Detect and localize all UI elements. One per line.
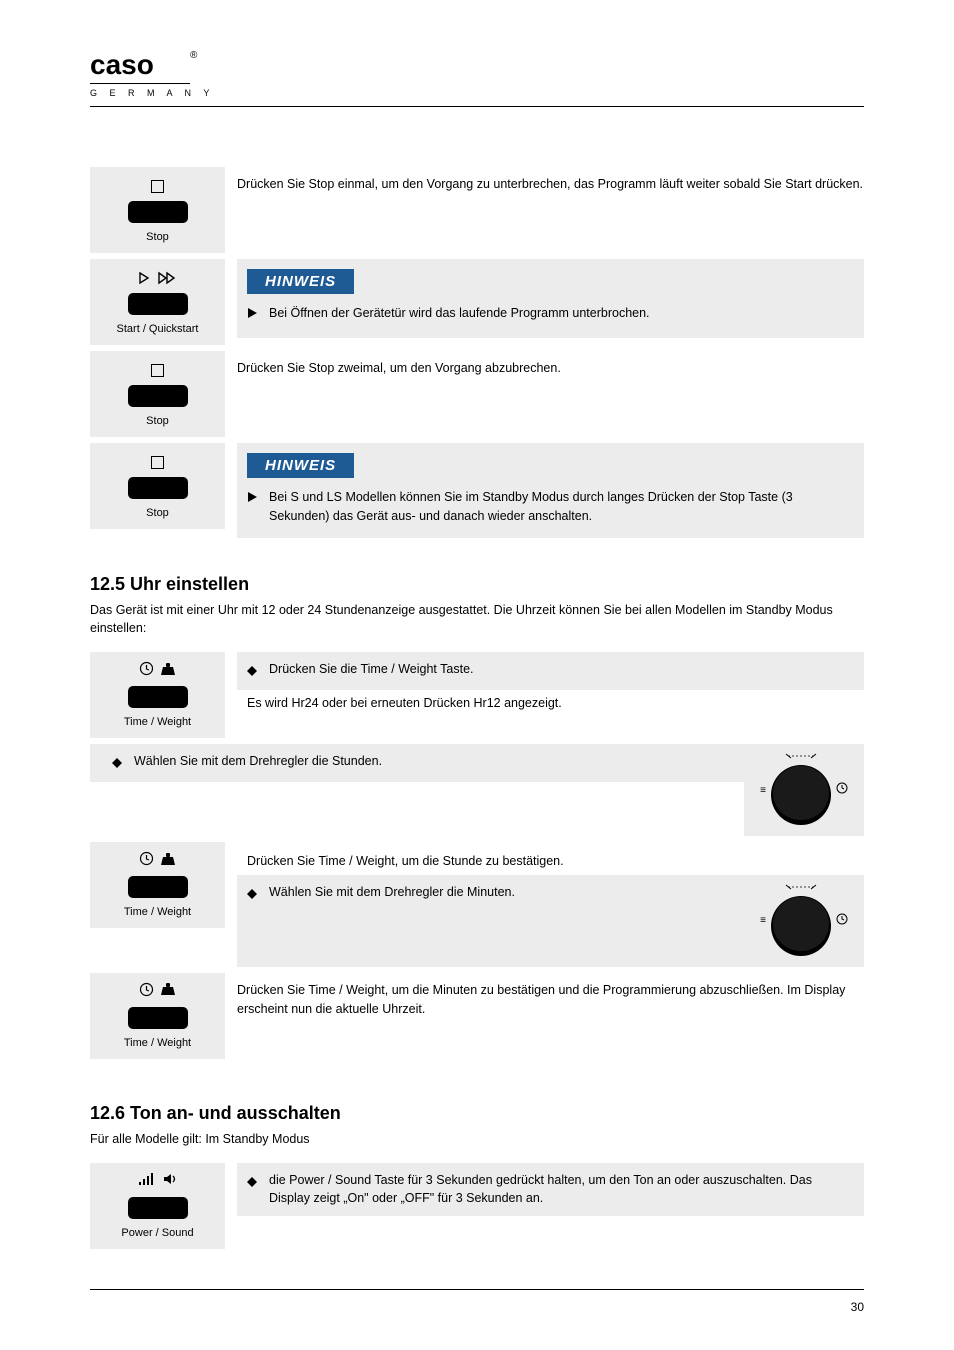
start-button[interactable] bbox=[128, 293, 188, 315]
logo-wordmark: caso ® bbox=[90, 50, 864, 85]
clock-icon bbox=[139, 982, 154, 1002]
play-icon bbox=[138, 271, 152, 285]
rotary-knob-icon[interactable] bbox=[766, 881, 836, 961]
stop-button[interactable] bbox=[128, 385, 188, 407]
clock-small-icon bbox=[836, 781, 848, 799]
logo-subtext: G E R M A N Y bbox=[90, 88, 864, 98]
hinweis-block-1: HINWEIS Bei Öffnen der Gerätetür wird da… bbox=[237, 259, 864, 338]
content: Stop Drücken Sie Stop einmal, um den Vor… bbox=[90, 167, 864, 1249]
stop-label: Stop bbox=[90, 507, 225, 519]
header-rule bbox=[90, 106, 864, 107]
hinweis-block-2: HINWEIS Bei S und LS Modellen können Sie… bbox=[237, 443, 864, 538]
clock-step-4: Wählen Sie mit dem Drehregler die Minute… bbox=[237, 875, 744, 967]
stop-control-2: Stop bbox=[90, 351, 225, 437]
row-start: Start / Quickstart HINWEIS Bei Öffnen de… bbox=[90, 259, 864, 345]
page-number: 30 bbox=[851, 1300, 864, 1314]
clock-row-1: Time / Weight Drücken Sie die Time / Wei… bbox=[90, 652, 864, 738]
clock-icon bbox=[139, 851, 154, 871]
stop-control: Stop bbox=[90, 167, 225, 253]
timeweight-control: Time / Weight bbox=[90, 652, 225, 738]
stop-control-3: Stop bbox=[90, 443, 225, 529]
row-stop-2: Stop Drücken Sie Stop zweimal, um den Vo… bbox=[90, 351, 864, 437]
clock-small-icon bbox=[836, 912, 848, 930]
timeweight-button[interactable] bbox=[128, 686, 188, 708]
timeweight-control-3: Time / Weight bbox=[90, 973, 225, 1059]
weight-icon bbox=[160, 982, 176, 1001]
clock-step-5: Drücken Sie Time / Weight, um die Minute… bbox=[237, 981, 864, 1019]
powersound-label: Power / Sound bbox=[90, 1227, 225, 1239]
step-text-2: Drücken Sie Stop zweimal, um den Vorgang… bbox=[237, 359, 864, 378]
weight-icon bbox=[160, 662, 176, 681]
hinweis-text-1: Bei Öffnen der Gerätetür wird das laufen… bbox=[269, 304, 650, 323]
hinweis-badge: HINWEIS bbox=[247, 269, 354, 294]
triangle-bullet-icon bbox=[247, 490, 259, 510]
knob-1: ≡ bbox=[744, 744, 864, 836]
clock-row-3: Time / Weight Drücken Sie Time / Weight,… bbox=[90, 842, 864, 967]
diamond-bullet-icon bbox=[247, 663, 257, 682]
section-heading-sound: 12.6 Ton an- und ausschalten bbox=[90, 1103, 864, 1124]
diamond-bullet-icon bbox=[247, 886, 257, 905]
timeweight-label: Time / Weight bbox=[90, 906, 225, 918]
triangle-bullet-icon bbox=[247, 306, 259, 326]
start-label: Start / Quickstart bbox=[90, 323, 225, 335]
weight-icon bbox=[160, 852, 176, 871]
timeweight-button[interactable] bbox=[128, 876, 188, 898]
clock-step-2: Es wird Hr24 oder bei erneuten Drücken H… bbox=[237, 690, 864, 717]
diamond-bullet-icon bbox=[247, 1174, 257, 1193]
stop-button[interactable] bbox=[128, 477, 188, 499]
footer-rule bbox=[90, 1289, 864, 1290]
stop-icon bbox=[151, 456, 164, 469]
section-heading-clock: 12.5 Uhr einstellen bbox=[90, 574, 864, 595]
power-bars-icon bbox=[138, 1172, 156, 1191]
clock-step-1-text: Drücken Sie die Time / Weight Taste. bbox=[269, 660, 474, 679]
timeweight-label: Time / Weight bbox=[90, 1037, 225, 1049]
section-intro-clock: Das Gerät ist mit einer Uhr mit 12 oder … bbox=[90, 601, 864, 639]
hinweis-badge: HINWEIS bbox=[247, 453, 354, 478]
row-stop-1: Stop Drücken Sie Stop einmal, um den Vor… bbox=[90, 167, 864, 253]
sound-icon bbox=[162, 1172, 178, 1191]
clock-step-1: Drücken Sie die Time / Weight Taste. bbox=[237, 652, 864, 690]
stop-label: Stop bbox=[90, 415, 225, 427]
svg-text:caso: caso bbox=[90, 50, 154, 80]
page: caso ® G E R M A N Y Stop Drücken Sie St… bbox=[0, 0, 954, 1350]
sound-row: Power / Sound die Power / Sound Taste fü… bbox=[90, 1163, 864, 1249]
sound-step-1-text: die Power / Sound Taste für 3 Sekunden g… bbox=[269, 1171, 854, 1209]
powersound-control: Power / Sound bbox=[90, 1163, 225, 1249]
sound-step-1: die Power / Sound Taste für 3 Sekunden g… bbox=[237, 1163, 864, 1217]
clock-step-3a: Wählen Sie mit dem Drehregler die Stunde… bbox=[90, 744, 744, 782]
registered-mark: ® bbox=[190, 50, 197, 61]
brand-logo: caso ® G E R M A N Y bbox=[90, 50, 864, 98]
clock-step-3b: Drücken Sie Time / Weight, um die Stunde… bbox=[237, 842, 864, 875]
section-intro-sound: Für alle Modelle gilt: Im Standby Modus bbox=[90, 1130, 864, 1149]
diamond-bullet-icon bbox=[112, 755, 122, 774]
hinweis-text-2: Bei S und LS Modellen können Sie im Stan… bbox=[269, 488, 854, 526]
timeweight-control-2: Time / Weight bbox=[90, 842, 225, 928]
timeweight-button[interactable] bbox=[128, 1007, 188, 1029]
stop-button[interactable] bbox=[128, 201, 188, 223]
stop-label: Stop bbox=[90, 231, 225, 243]
clock-row-2: Wählen Sie mit dem Drehregler die Stunde… bbox=[90, 744, 864, 836]
powersound-button[interactable] bbox=[128, 1197, 188, 1219]
rotary-knob-icon[interactable] bbox=[766, 750, 836, 830]
clock-row-4: Time / Weight Drücken Sie Time / Weight,… bbox=[90, 973, 864, 1059]
fastforward-icon bbox=[158, 271, 178, 285]
knob-2: ≡ bbox=[744, 875, 864, 967]
clock-icon bbox=[139, 661, 154, 681]
stop-icon bbox=[151, 180, 164, 193]
stop-icon bbox=[151, 364, 164, 377]
clock-step-3a-text: Wählen Sie mit dem Drehregler die Stunde… bbox=[134, 752, 382, 771]
start-control: Start / Quickstart bbox=[90, 259, 225, 345]
clock-step-4-text: Wählen Sie mit dem Drehregler die Minute… bbox=[269, 883, 515, 902]
timeweight-label: Time / Weight bbox=[90, 716, 225, 728]
step-text-1: Drücken Sie Stop einmal, um den Vorgang … bbox=[237, 175, 864, 194]
row-stop-3: Stop HINWEIS Bei S und LS Modellen könne… bbox=[90, 443, 864, 538]
